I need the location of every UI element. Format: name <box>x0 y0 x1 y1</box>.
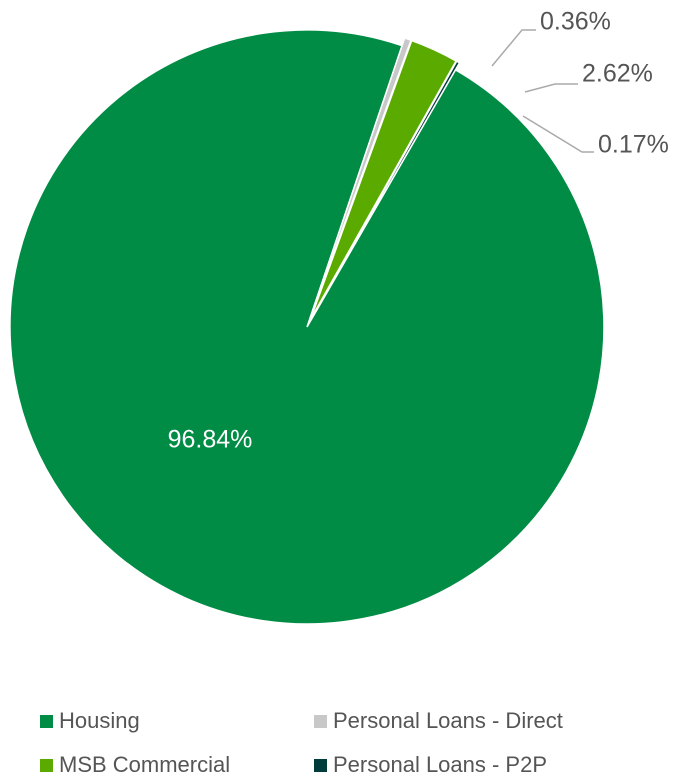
legend-swatch-personal-loans-direct <box>314 714 327 728</box>
leader-lines <box>491 29 594 153</box>
legend-item-msb-commercial: MSB Commercial <box>40 752 230 778</box>
legend-label-personal-loans-p2p: Personal Loans - P2P <box>333 752 548 777</box>
leader-line-personal-loans-p2p <box>522 115 594 153</box>
pie-slice-housing <box>9 29 605 625</box>
pie-slice-personal-loans-direct <box>308 37 412 320</box>
data-labels: 96.84% 0.36% 2.62% 0.17% <box>168 8 669 454</box>
data-label-personal-loans-direct: 0.36% <box>540 8 611 36</box>
legend-swatch-personal-loans-p2p <box>314 758 327 772</box>
legend-swatch-housing <box>40 714 53 728</box>
legend-label-housing: Housing <box>59 708 140 733</box>
leader-line-personal-loans-direct <box>491 29 536 67</box>
pie-chart: 96.84% 0.36% 2.62% 0.17% <box>9 8 669 625</box>
legend-item-housing: Housing <box>40 708 140 734</box>
data-label-housing: 96.84% <box>168 426 253 454</box>
leader-line-msb-commercial <box>524 83 578 93</box>
legend-item-personal-loans-p2p: Personal Loans - P2P <box>314 752 547 778</box>
legend-item-personal-loans-direct: Personal Loans - Direct <box>314 708 563 734</box>
legend-label-personal-loans-direct: Personal Loans - Direct <box>333 708 563 733</box>
legend-swatch-msb-commercial <box>40 758 53 772</box>
pie-slices <box>9 29 605 625</box>
data-label-msb-commercial: 2.62% <box>582 60 653 88</box>
legend: Housing Personal Loans - Direct MSB Comm… <box>40 704 660 778</box>
legend-label-msb-commercial: MSB Commercial <box>59 752 231 777</box>
pie-slice-personal-loans-p2p <box>310 60 461 321</box>
data-label-personal-loans-p2p: 0.17% <box>598 131 669 159</box>
